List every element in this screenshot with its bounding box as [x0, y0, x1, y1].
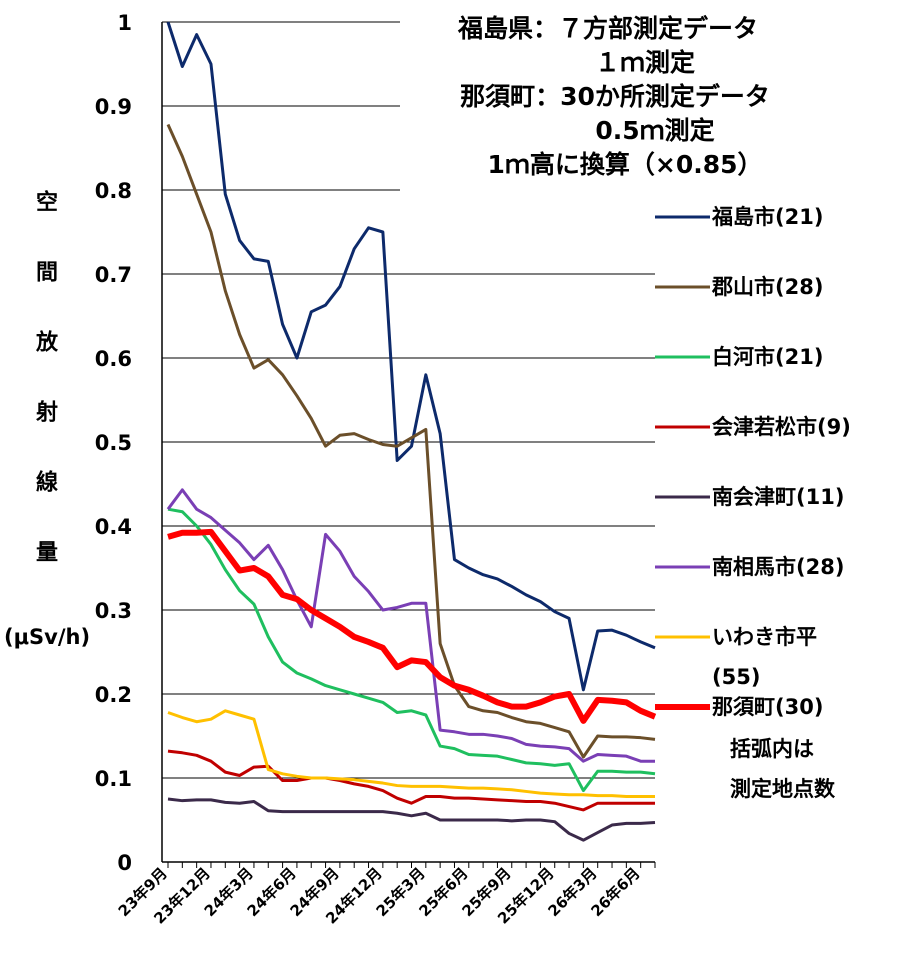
annotation: 0.5ｍ測定 [595, 116, 714, 145]
series-line [167, 507, 656, 793]
annotation: 1ｍ高に換算（×0.85） [487, 150, 762, 179]
legend-label: 会津若松市(9) [712, 415, 851, 439]
y-tick-label: 0.8 [95, 179, 132, 203]
series-line [167, 528, 657, 724]
annotation: １ｍ測定 [595, 48, 695, 77]
y-tick-label: 0.9 [95, 95, 132, 119]
y-tick-label: 0.2 [95, 683, 132, 707]
note: 測定地点数 [730, 777, 835, 801]
series-line [167, 709, 655, 798]
annotation: 那須町：30か所測定データ [460, 82, 770, 111]
y-tick-label: 0.4 [95, 515, 132, 539]
y-tick-label: 0 [117, 851, 132, 875]
series-line [167, 749, 655, 812]
legend-label: 那須町(30) [712, 695, 824, 719]
series-line [167, 797, 656, 842]
y-tick-label: 0.6 [95, 347, 132, 371]
legend-label: 郡山市(28) [712, 275, 824, 299]
legend-label: 白河市(21) [712, 345, 824, 369]
y-tick-label: 0.7 [95, 263, 132, 287]
legend-label: 福島市(21) [712, 205, 824, 229]
y-tick-label: 1 [117, 11, 132, 35]
series-line [166, 488, 655, 763]
annotation: 福島県：７方部測定データ [457, 14, 758, 43]
y-tick-label: 0.1 [95, 767, 132, 791]
y-tick-label: 0.5 [95, 431, 132, 455]
series-line [166, 21, 656, 692]
series-line [166, 123, 656, 759]
y-tick-label: 0.3 [95, 599, 132, 623]
legend-label: いわき市平(55) [712, 625, 817, 689]
y-axis-unit: (μSv/h) [4, 625, 91, 649]
note: 括弧内は [730, 737, 814, 761]
annotation-bg [400, 12, 820, 192]
legend-label: 南相馬市(28) [712, 555, 845, 579]
y-axis-label: 空間放射線量 [32, 190, 57, 610]
legend-label: 南会津町(11) [712, 485, 845, 509]
